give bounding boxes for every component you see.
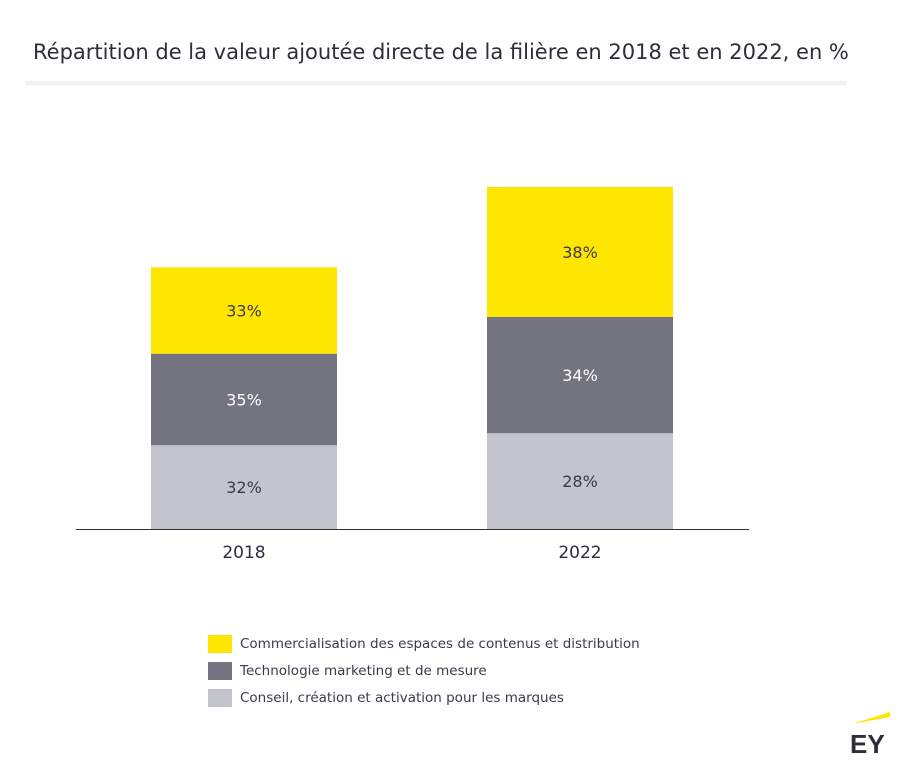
legend-item-technologie: Technologie marketing et de mesure [208,657,640,684]
data-label: 32% [226,478,262,497]
legend-label: Conseil, création et activation pour les… [240,689,564,706]
svg-text:EY: EY [850,729,885,756]
legend-swatch [208,661,232,680]
legend-label: Technologie marketing et de mesure [240,662,487,679]
legend-item-conseil: Conseil, création et activation pour les… [208,684,640,711]
legend-label: Commercialisation des espaces de contenu… [240,635,640,652]
x-tick-label: 2018 [222,543,265,563]
bar-segment-2022-0 [487,433,673,529]
chart-title: Répartition de la valeur ajoutée directe… [33,40,849,64]
legend-swatch [208,688,232,707]
legend-item-commercialisation: Commercialisation des espaces de contenu… [208,630,640,657]
data-label: 34% [562,366,598,385]
bar-segment-2018-2 [151,267,337,354]
data-label: 33% [226,302,262,321]
stacked-bar-chart: 32% 35% 33% 2018 28% 34% 38% 2022 [76,187,749,563]
ey-logo: EY [850,712,890,756]
bar-segment-2022-1 [487,316,673,434]
bar-segment-2022-2 [487,187,673,317]
data-label: 28% [562,472,598,491]
x-tick-label: 2022 [558,543,601,563]
chart-legend: Commercialisation des espaces de contenu… [208,630,640,711]
bar-segment-2018-1 [151,353,337,446]
title-divider [25,81,847,85]
bar-segment-2018-0 [151,445,337,529]
data-label: 35% [226,390,262,409]
data-label: 38% [562,243,598,262]
legend-swatch [208,634,232,653]
